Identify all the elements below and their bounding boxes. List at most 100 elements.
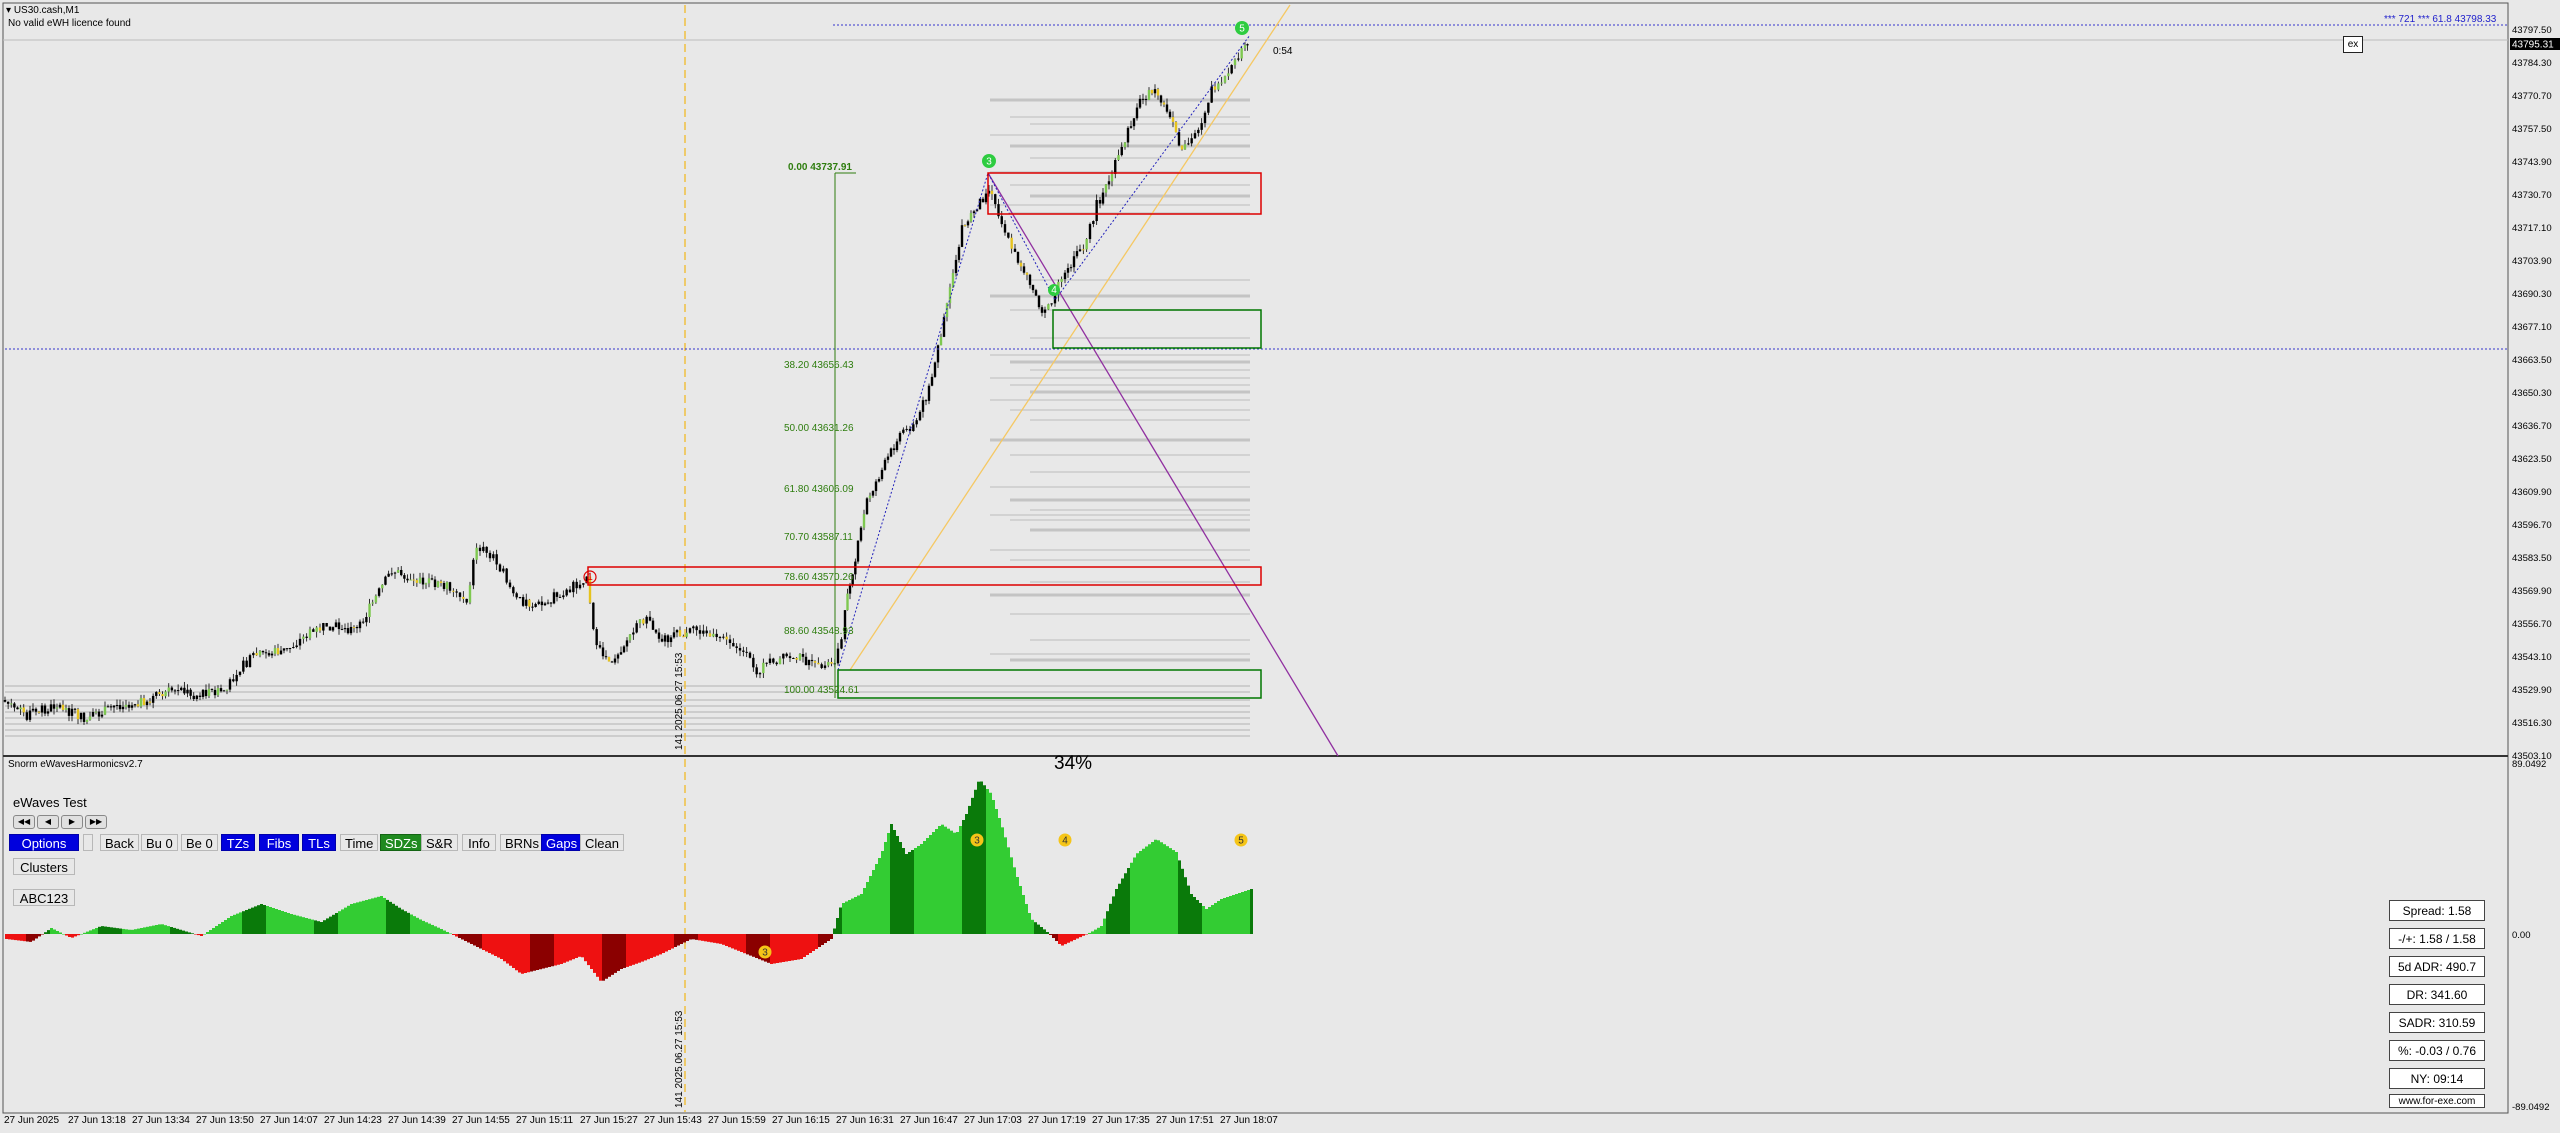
gaps-button[interactable]: Gaps <box>541 834 583 851</box>
tzs-button[interactable]: TZs <box>221 834 255 851</box>
price-tick: 43663.50 <box>2512 355 2552 366</box>
time-tick: 27 Jun 18:07 <box>1220 1115 1278 1126</box>
next-icon[interactable]: ▶▶ <box>85 815 107 829</box>
fib-level-label: 38.20 43656.43 <box>784 360 854 371</box>
collapse-icon[interactable]: ▾ <box>6 5 12 16</box>
sdzs-button[interactable]: SDZs <box>380 834 423 851</box>
svg-text:3: 3 <box>986 157 992 168</box>
time-tick: 27 Jun 17:19 <box>1028 1115 1086 1126</box>
vline-label-bottom: 141 2025.06.27 15:53 <box>674 1010 685 1108</box>
time-tick: 27 Jun 15:27 <box>580 1115 638 1126</box>
info-button[interactable]: Info <box>462 834 496 851</box>
time-tick: 27 Jun 14:39 <box>388 1115 446 1126</box>
wave-label-4: 4 <box>1048 284 1060 296</box>
spacer-button[interactable] <box>83 834 93 851</box>
price-tick: 43569.90 <box>2512 586 2552 597</box>
price-tick: 43690.30 <box>2512 289 2552 300</box>
wave-label-5: 5 <box>1235 21 1249 35</box>
clean-button[interactable]: Clean <box>580 834 624 851</box>
spread-box: Spread: 1.58 <box>2389 900 2485 921</box>
svg-text:4: 4 <box>1062 836 1068 847</box>
sadr-box: SADR: 310.59 <box>2389 1012 2485 1033</box>
vline-label-top: 141 2025.06.27 15:53 <box>674 652 685 750</box>
demand-zone-lower <box>837 669 1262 699</box>
symbol-header[interactable]: ▾ US30.cash,M1 <box>6 5 79 17</box>
fib-level-label: 0.00 43737.91 <box>788 162 852 173</box>
price-tick: 43743.90 <box>2512 157 2552 168</box>
time-tick: 27 Jun 16:31 <box>836 1115 894 1126</box>
price-tick: 43623.50 <box>2512 454 2552 465</box>
price-tick: 43730.70 <box>2512 190 2552 201</box>
fib-level-label: 70.70 43587.11 <box>784 532 853 543</box>
candle-countdown: 0:54 <box>1273 46 1293 57</box>
brns-button[interactable]: BRNs <box>500 834 544 851</box>
tls-button[interactable]: TLs <box>302 834 336 851</box>
price-tick: 43596.70 <box>2512 520 2552 531</box>
pct-box: %: -0.03 / 0.76 <box>2389 1040 2485 1061</box>
symbol-timeframe: US30.cash,M1 <box>13 5 80 16</box>
fib-level-label: 100.00 43524.61 <box>784 685 860 696</box>
price-tick: 43784.30 <box>2512 58 2552 69</box>
time-button[interactable]: Time <box>340 834 379 851</box>
time-tick: 27 Jun 14:23 <box>324 1115 382 1126</box>
indicator-name: Snorm eWavesHarmonicsv2.7 <box>8 759 143 770</box>
fib-level-label: 78.60 43570.26 <box>784 572 854 583</box>
osc-label-b: 3 <box>970 833 984 847</box>
trend-line <box>849 4 1291 671</box>
fib-level-label: 61.80 43606.09 <box>784 484 854 495</box>
time-tick: 27 Jun 17:35 <box>1092 1115 1150 1126</box>
wave-label-3: 3 <box>982 154 996 168</box>
licence-status: No valid eWH licence found <box>8 18 131 29</box>
price-tick: 43556.70 <box>2512 619 2552 630</box>
time-tick: 27 Jun 16:47 <box>900 1115 958 1126</box>
price-tick: 43650.30 <box>2512 388 2552 399</box>
osc-axis-bottom: -89.0492 <box>2512 1102 2550 1113</box>
wave-percent: 34% <box>1054 753 1093 774</box>
supply-zone-upper <box>987 172 1262 215</box>
demand-zone-upper <box>1052 309 1262 349</box>
fib-level-label: 50.00 43631.26 <box>784 423 854 434</box>
time-tick: 27 Jun 15:43 <box>644 1115 702 1126</box>
back-button[interactable]: Back <box>100 834 139 851</box>
ny-time-box: NY: 09:14 <box>2389 1068 2485 1089</box>
panel-title[interactable]: eWaves Test <box>13 795 87 810</box>
oscillator-histogram <box>5 781 1253 981</box>
price-tick: 43636.70 <box>2512 421 2552 432</box>
prev-icon[interactable]: ◀◀ <box>13 815 35 829</box>
back-icon[interactable]: ◀ <box>37 815 59 829</box>
price-tick: 43717.10 <box>2512 223 2552 234</box>
svg-text:4: 4 <box>1051 285 1057 296</box>
forward-icon[interactable]: ▶ <box>61 815 83 829</box>
time-tick: 27 Jun 15:59 <box>708 1115 766 1126</box>
osc-label-a: 3 <box>758 945 772 959</box>
time-tick: 27 Jun 15:11 <box>516 1115 574 1126</box>
osc-axis-top: 89.0492 <box>2512 759 2547 770</box>
svg-text:43795.31: 43795.31 <box>2512 40 2554 51</box>
options-button[interactable]: Options <box>9 834 79 851</box>
website-link[interactable]: www.for-exe.com <box>2389 1094 2485 1108</box>
time-tick: 27 Jun 2025 <box>4 1115 60 1126</box>
osc-axis-zero: 0.00 <box>2512 930 2531 941</box>
svg-text:5: 5 <box>1238 836 1244 847</box>
exit-button[interactable]: ex <box>2343 36 2363 53</box>
fib-target-label: *** 721 *** 61.8 43798.33 <box>2384 14 2497 25</box>
fibs-button[interactable]: Fibs <box>259 834 299 851</box>
adr5-box: 5d ADR: 490.7 <box>2389 956 2485 977</box>
abc123-button[interactable]: ABC123 <box>13 889 75 906</box>
time-tick: 27 Jun 13:18 <box>68 1115 126 1126</box>
clusters-button[interactable]: Clusters <box>13 858 75 875</box>
current-price-tag <box>2510 38 2560 50</box>
zigzag-line <box>837 34 1251 671</box>
fib-labels: 0.00 43737.91 38.20 43656.43 50.00 43631.2… <box>784 162 860 696</box>
sr-button[interactable]: S&R <box>421 834 458 851</box>
be0-button[interactable]: Be 0 <box>181 834 218 851</box>
svg-text:3: 3 <box>974 836 980 847</box>
price-tick: 43757.50 <box>2512 124 2552 135</box>
price-tick: 43703.90 <box>2512 256 2552 267</box>
bu0-button[interactable]: Bu 0 <box>141 834 178 851</box>
supply-zone-lower <box>587 566 1262 586</box>
price-tick: 43516.30 <box>2512 718 2552 729</box>
fib-level-label: 88.60 43548.93 <box>784 626 854 637</box>
dr-box: DR: 341.60 <box>2389 984 2485 1005</box>
